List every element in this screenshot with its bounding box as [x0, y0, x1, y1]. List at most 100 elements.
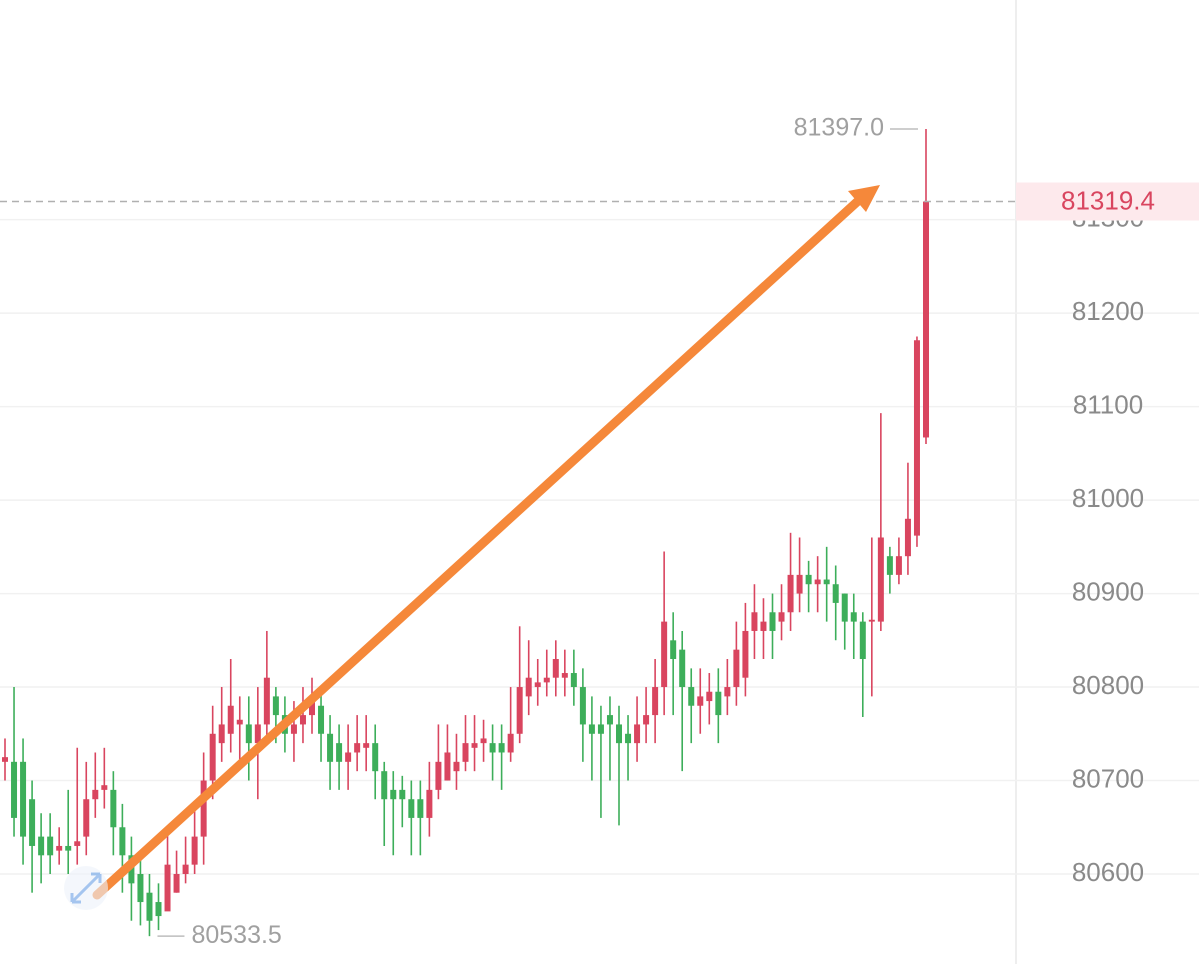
candle-body [227, 705, 234, 734]
candle-body [597, 724, 604, 734]
candle-body [92, 789, 99, 800]
candle-body [751, 612, 758, 631]
candle-body [191, 836, 198, 865]
candle-body [462, 743, 469, 762]
candle-body [661, 621, 668, 688]
candle-body [552, 659, 559, 678]
candle-body [904, 518, 911, 557]
arrow-shaft [92, 196, 863, 900]
trend-arrow [92, 185, 880, 900]
candle-body [435, 761, 442, 790]
candle-body [245, 724, 252, 744]
candle-body [318, 705, 325, 734]
grid: 8060080700808008090081000811008120081300 [0, 203, 1199, 887]
min-marker-label: 80533.5 [191, 921, 281, 949]
candle-body [643, 715, 650, 725]
candle-body [652, 687, 659, 716]
candle-body [399, 789, 406, 800]
y-tick-label: 80600 [1072, 857, 1144, 887]
candle-body [724, 687, 731, 697]
candle-body [345, 752, 352, 762]
candle-body [913, 340, 920, 536]
candle-body [2, 757, 8, 762]
overlay: 81319.4 81397.0 80533.5 [0, 114, 1199, 949]
candle-body [616, 724, 622, 744]
candle-body [588, 724, 595, 734]
candle-body [877, 537, 884, 622]
candle-body [769, 612, 776, 631]
candle-body [354, 743, 361, 753]
candle-body [670, 640, 677, 660]
candle-body [200, 780, 207, 837]
candle-body [923, 201, 929, 438]
candle-body [327, 733, 334, 762]
y-tick-label: 81200 [1072, 296, 1144, 326]
icon-arrows [70, 872, 102, 904]
max-marker-label: 81397.0 [794, 114, 884, 142]
candle-body [38, 836, 45, 856]
candle-body [272, 696, 279, 716]
candle-body [895, 556, 902, 575]
y-tick-label: 81000 [1072, 483, 1144, 513]
candle-body [372, 743, 379, 772]
candle-body [182, 864, 189, 875]
last-price-label: 81319.4 [1061, 185, 1155, 215]
y-tick-label: 81100 [1073, 389, 1143, 419]
candle-body [444, 752, 451, 781]
candle-body [841, 593, 848, 622]
candle-body [859, 621, 866, 660]
candle-body [570, 673, 577, 688]
candle-body [65, 845, 72, 851]
candle-body [101, 785, 108, 790]
candle-body [119, 827, 126, 856]
candle-body [453, 761, 460, 772]
candle-body [606, 715, 613, 725]
candle-body [164, 864, 171, 912]
candles [2, 128, 929, 937]
candle-body [74, 841, 81, 846]
candle-body [787, 574, 794, 613]
candle-body [299, 715, 306, 725]
candle-body [561, 673, 568, 678]
y-tick-label: 80800 [1072, 670, 1144, 700]
candle-body [525, 677, 532, 697]
candle-body [579, 687, 586, 725]
candle-body [634, 724, 641, 744]
candle-body [868, 619, 875, 622]
candle-body [850, 612, 857, 622]
y-tick-label: 80900 [1072, 576, 1144, 606]
candle-body [336, 743, 343, 762]
candle-body [417, 799, 424, 818]
candle-body [309, 696, 315, 716]
candle-body [733, 649, 740, 688]
candle-body [543, 677, 550, 683]
candle-body [263, 677, 270, 725]
last-price-box [1016, 182, 1199, 221]
candle-body [760, 621, 767, 631]
candle-body [47, 836, 54, 856]
candle-body [363, 743, 370, 748]
candle-body [173, 874, 180, 893]
arrow-head [848, 185, 880, 212]
candle-body [507, 733, 514, 753]
candle-body [254, 724, 261, 744]
candle-body [381, 771, 388, 800]
candle-body [688, 687, 695, 706]
candle-body [137, 874, 144, 903]
candle-body [390, 789, 397, 800]
candle-body [110, 789, 117, 828]
candle-body [155, 902, 162, 917]
candle-body [706, 691, 713, 702]
candle-body [796, 574, 803, 594]
candle-body [832, 584, 839, 603]
candle-body [471, 743, 478, 748]
candle-body [742, 630, 749, 678]
candle-body [625, 733, 632, 744]
candle-body [408, 799, 415, 818]
candle-body [823, 579, 830, 585]
candle-body [236, 719, 243, 725]
candle-body [715, 691, 722, 716]
candle-body [489, 743, 496, 753]
candle-body [426, 789, 433, 818]
